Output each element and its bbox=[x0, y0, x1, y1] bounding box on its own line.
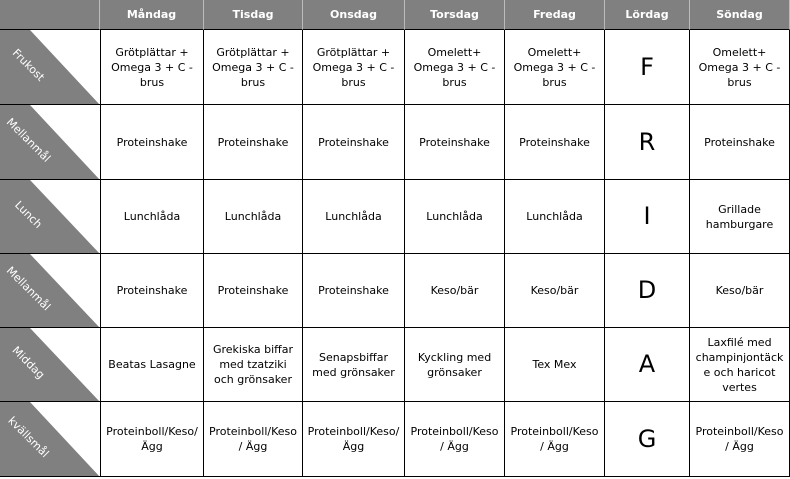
meal-cell: D bbox=[605, 254, 690, 328]
row-label-cell: Frukost bbox=[0, 30, 100, 105]
header-corner bbox=[0, 0, 100, 30]
meal-cell: Proteinboll/Keso / Ägg bbox=[405, 402, 505, 477]
meal-cell: Proteinboll/Keso / Ägg bbox=[690, 402, 790, 477]
meal-cell: Proteinshake bbox=[100, 105, 204, 180]
meal-cell: Keso/bär bbox=[505, 254, 605, 328]
meal-cell: Lunchlåda bbox=[405, 180, 505, 254]
meal-cell: Keso/bär bbox=[405, 254, 505, 328]
meal-cell: Proteinshake bbox=[303, 254, 405, 328]
meal-cell: A bbox=[605, 328, 690, 402]
meal-cell: Proteinshake bbox=[303, 105, 405, 180]
meal-cell: Proteinshake bbox=[405, 105, 505, 180]
meal-cell: Proteinshake bbox=[100, 254, 204, 328]
meal-cell: Grötplättar + Omega 3 + C - brus bbox=[100, 30, 204, 105]
meal-cell: Proteinshake bbox=[690, 105, 790, 180]
meal-cell: I bbox=[605, 180, 690, 254]
meal-cell: Lunchlåda bbox=[505, 180, 605, 254]
row-label-cell: Mellanmål bbox=[0, 105, 100, 180]
row-label-cell: Mellanmål bbox=[0, 254, 100, 328]
row-label-cell: Middag bbox=[0, 328, 100, 402]
meal-cell: Laxfilé med champinjontäcke och haricot … bbox=[690, 328, 790, 402]
meal-cell: Lunchlåda bbox=[204, 180, 303, 254]
label-shade bbox=[0, 402, 100, 477]
meal-cell: Proteinboll/Keso/ Ägg bbox=[303, 402, 405, 477]
meal-cell: R bbox=[605, 105, 690, 180]
meal-cell: Proteinshake bbox=[204, 105, 303, 180]
meal-cell: Proteinshake bbox=[204, 254, 303, 328]
meal-cell: Proteinboll/Keso / Ägg bbox=[505, 402, 605, 477]
day-header: Fredag bbox=[505, 0, 605, 30]
row-label-cell: Lunch bbox=[0, 180, 100, 254]
label-shade bbox=[0, 328, 100, 402]
meal-cell: Proteinshake bbox=[505, 105, 605, 180]
meal-cell: Grötplättar + Omega 3 + C - brus bbox=[204, 30, 303, 105]
label-shade bbox=[0, 180, 100, 254]
label-shade bbox=[0, 30, 100, 105]
meal-cell: F bbox=[605, 30, 690, 105]
row-label-cell: kvällsmål bbox=[0, 402, 100, 477]
day-header: Tisdag bbox=[204, 0, 303, 30]
meal-cell: G bbox=[605, 402, 690, 477]
meal-cell: Kyckling med grönsaker bbox=[405, 328, 505, 402]
day-header: Onsdag bbox=[303, 0, 405, 30]
meal-cell: Keso/bär bbox=[690, 254, 790, 328]
meal-cell: Grötplättar + Omega 3 + C - brus bbox=[303, 30, 405, 105]
meal-cell: Omelett+ Omega 3 + C - brus bbox=[690, 30, 790, 105]
meal-cell: Lunchlåda bbox=[303, 180, 405, 254]
label-shade bbox=[0, 254, 100, 328]
meal-cell: Proteinboll/Keso/Ägg bbox=[100, 402, 204, 477]
meal-cell: Proteinboll/Keso / Ägg bbox=[204, 402, 303, 477]
day-header: Lördag bbox=[605, 0, 690, 30]
meal-cell: Beatas Lasagne bbox=[100, 328, 204, 402]
day-header: Torsdag bbox=[405, 0, 505, 30]
meal-cell: Grekiska biffar med tzatziki och grönsak… bbox=[204, 328, 303, 402]
meal-cell: Omelett+ Omega 3 + C - brus bbox=[505, 30, 605, 105]
meal-cell: Tex Mex bbox=[505, 328, 605, 402]
day-header: Måndag bbox=[100, 0, 204, 30]
meal-cell: Lunchlåda bbox=[100, 180, 204, 254]
meal-cell: Omelett+ Omega 3 + C - brus bbox=[405, 30, 505, 105]
label-shade bbox=[0, 105, 100, 180]
day-header: Söndag bbox=[690, 0, 790, 30]
meal-cell: Grillade hamburgare bbox=[690, 180, 790, 254]
meal-cell: Senapsbiffar med grönsaker bbox=[303, 328, 405, 402]
